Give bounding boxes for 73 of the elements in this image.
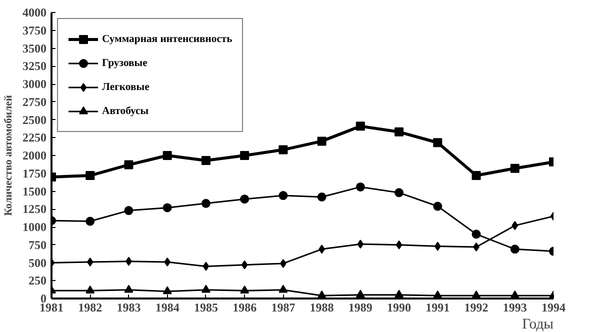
point [512,221,518,230]
legend-label: Грузовые [102,58,148,68]
y-tick-label: 3500 [22,41,46,56]
point [433,138,442,148]
x-tick-label: 1990 [387,300,412,314]
point [356,182,365,192]
y-axis-title: Количество автомобилей [4,95,14,216]
point [240,194,250,204]
x-tick-label: 1989 [348,300,372,314]
y-tick-label: 3750 [22,23,46,38]
x-tick-label: 1985 [194,300,218,314]
point [241,260,248,270]
point [124,206,134,216]
y-tick-label: 3000 [22,77,46,91]
point [396,240,402,250]
point [472,230,481,239]
point [356,122,365,131]
point [86,216,95,226]
x-tick-label: 1988 [310,300,334,314]
point [394,188,404,198]
legend-label: Легковые [102,82,150,92]
point [202,262,210,271]
point [164,258,171,267]
point [317,136,326,146]
point [510,244,520,254]
point [278,145,288,154]
point [278,191,288,200]
point [510,164,520,173]
point [162,203,172,212]
x-axis-title: Годы [522,316,554,332]
y-tick-label: 2000 [22,148,46,162]
point [240,286,250,294]
x-tick-label: 1991 [426,300,450,314]
point [201,198,210,208]
y-tick-label: 3250 [22,59,46,74]
y-tick-label: 4000 [22,6,46,20]
point [86,171,95,180]
point [162,151,172,160]
point [124,284,134,293]
point [124,160,134,170]
point [86,286,95,294]
y-tick-label: 2250 [22,130,46,145]
y-tick-label: 1500 [22,184,46,198]
x-tick-label: 1994 [542,300,566,314]
legend-label: Автобусы [102,106,149,116]
point [357,240,364,249]
point [433,202,442,211]
x-tick-label: 1986 [232,300,257,314]
legend-label: Суммарная интенсивность [102,34,232,44]
x-tick-label: 1987 [271,300,296,314]
point [240,151,250,160]
point [278,284,288,293]
y-tick-label: 2750 [22,94,46,109]
y-tick-label: 500 [28,256,46,270]
y-tick-label: 1750 [22,166,46,180]
x-tick-label: 1993 [502,300,527,314]
point [434,242,441,251]
point [317,192,326,202]
x-tick-label: 1982 [78,300,102,314]
y-tick-label: 2500 [22,112,46,127]
x-tick-label: 1992 [464,300,488,314]
x-tick-label: 1983 [116,300,141,314]
point [201,156,210,166]
y-tick-label: 750 [28,238,46,252]
y-tick-label: 1000 [22,220,46,234]
point [472,171,481,180]
point [201,284,210,293]
y-tick-label: 250 [28,274,46,288]
point [394,127,404,136]
x-tick-label: 1984 [155,300,180,314]
y-tick-label: 1250 [22,202,46,216]
point [162,286,172,294]
point [86,258,94,267]
